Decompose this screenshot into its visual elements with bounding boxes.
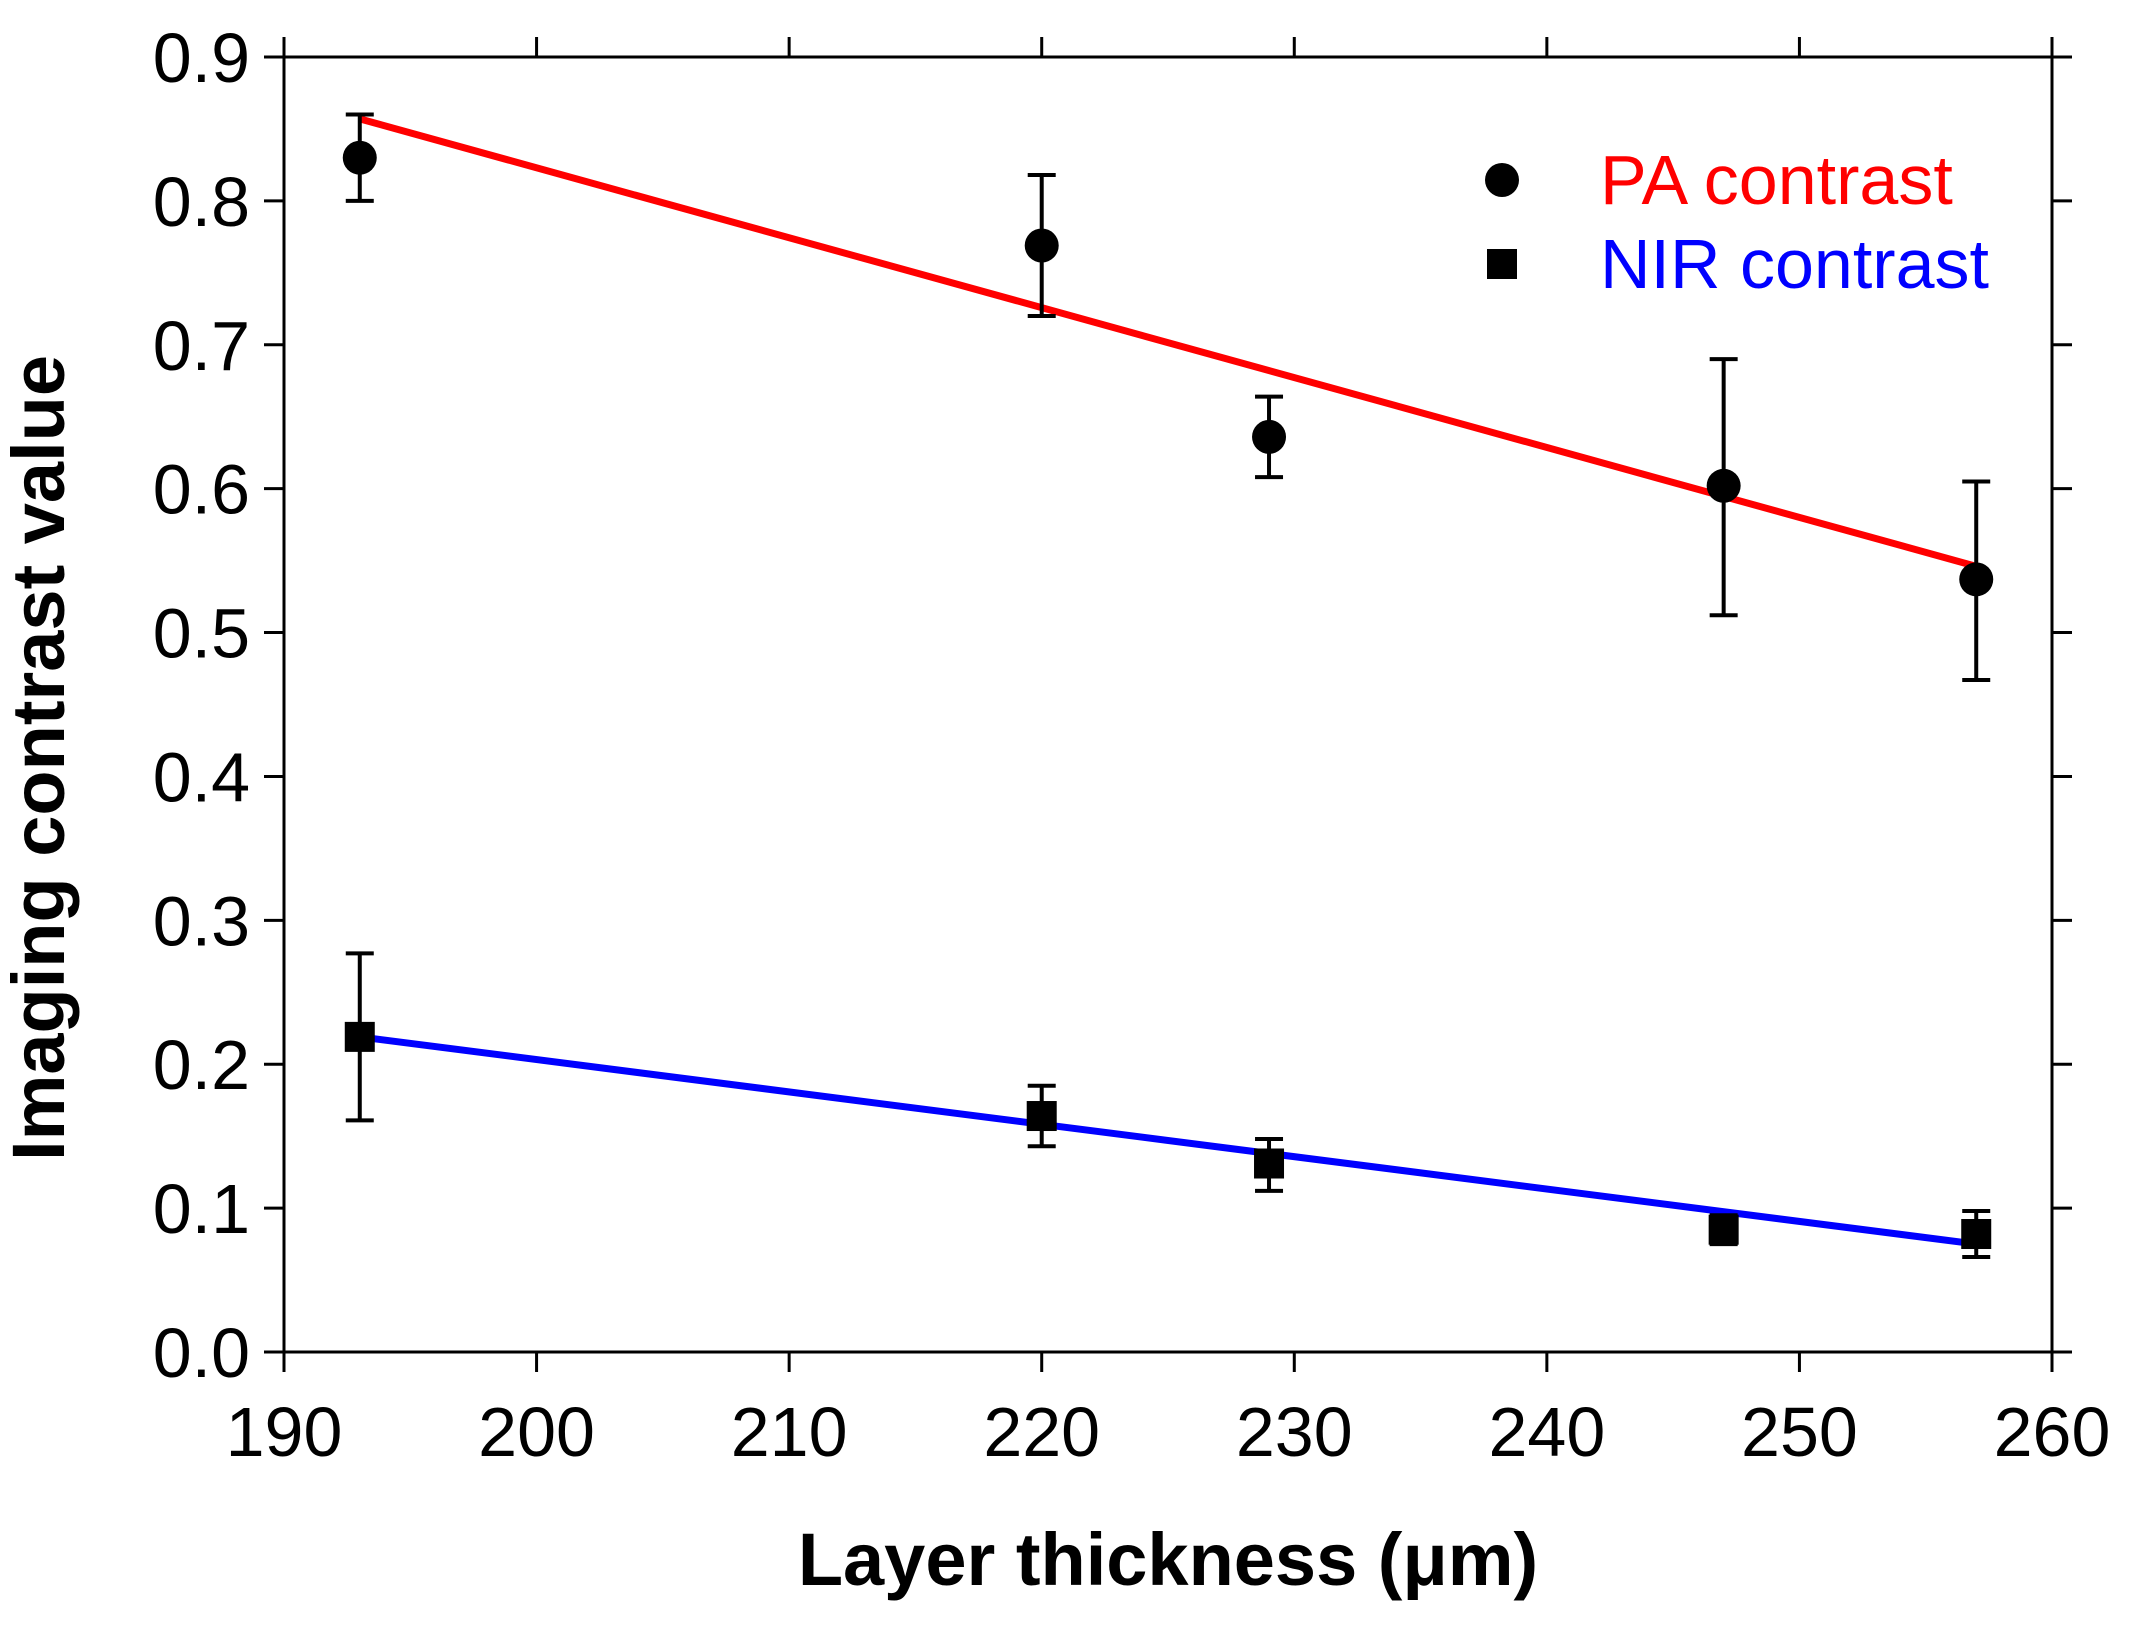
- y-tick-label: 0.8: [153, 163, 250, 241]
- y-axis: 0.0 0.1 0.2 0.3 0.4 0.5 0.6 0.7 0.8 0.9: [153, 19, 2072, 1392]
- nir-legend-marker: [1487, 249, 1517, 279]
- nir-point: [1254, 1148, 1285, 1179]
- x-tick-label: 220: [983, 1393, 1100, 1471]
- nir-point: [1708, 1214, 1739, 1245]
- pa-point: [1706, 468, 1741, 503]
- pa-point: [1252, 419, 1287, 454]
- y-tick-label: 0.0: [153, 1314, 250, 1392]
- y-tick-label: 0.7: [153, 307, 250, 385]
- pa-legend-marker: [1485, 163, 1519, 197]
- x-tick-label: 190: [226, 1393, 343, 1471]
- pa-point: [1959, 562, 1994, 597]
- x-axis-title: Layer thickness (μm): [798, 1518, 1538, 1601]
- pa-point: [1024, 228, 1059, 263]
- y-tick-label: 0.4: [153, 738, 250, 816]
- x-axis: 190 200 210 220 230 240 250 260: [226, 37, 2111, 1471]
- nir-point: [344, 1021, 375, 1052]
- y-tick-label: 0.1: [153, 1170, 250, 1248]
- y-tick-label: 0.3: [153, 882, 250, 960]
- y-tick-label: 0.9: [153, 19, 250, 97]
- pa-fit-line: [358, 115, 1978, 570]
- y-tick-label: 0.6: [153, 451, 250, 529]
- x-tick-label: 240: [1488, 1393, 1605, 1471]
- pa-legend-label: PA contrast: [1600, 141, 1953, 219]
- x-tick-label: 230: [1236, 1393, 1353, 1471]
- data-markers: [342, 140, 1994, 1250]
- x-tick-label: 260: [1994, 1393, 2111, 1471]
- x-tick-label: 250: [1741, 1393, 1858, 1471]
- plot-frame: [282, 55, 2054, 1354]
- plot-border: [282, 55, 2054, 1354]
- y-tick-label: 0.5: [153, 595, 250, 673]
- y-tick-label: 0.2: [153, 1026, 250, 1104]
- x-tick-label: 200: [478, 1393, 595, 1471]
- nir-fit-line: [359, 1033, 1977, 1248]
- nir-point: [1961, 1219, 1992, 1250]
- pa-point: [342, 140, 377, 175]
- y-axis-title: Imaging contrast value: [0, 355, 80, 1161]
- x-tick-label: 210: [731, 1393, 848, 1471]
- nir-legend-label: NIR contrast: [1600, 225, 1989, 303]
- nir-point: [1026, 1101, 1057, 1132]
- fit-lines: [358, 115, 1978, 1248]
